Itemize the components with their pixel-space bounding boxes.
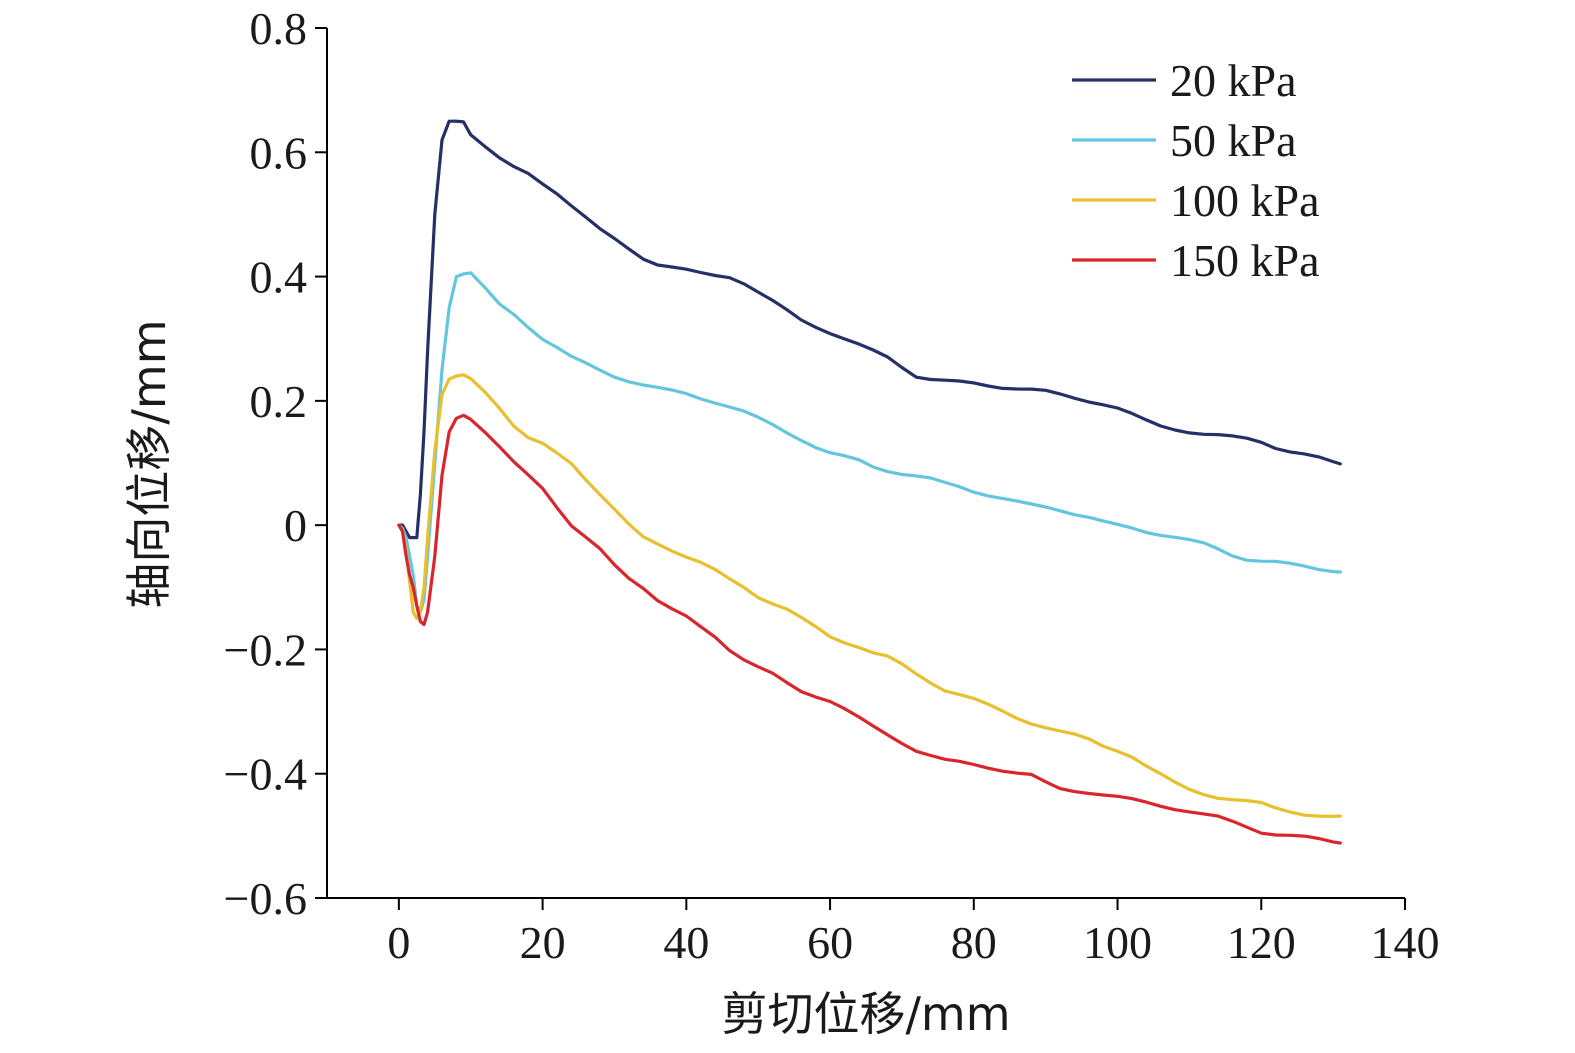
legend-label: 150 kPa (1170, 235, 1320, 286)
y-tick-label: −0.6 (224, 873, 307, 924)
series-line-4 (397, 413, 1342, 845)
y-tick-label: −0.2 (224, 624, 307, 675)
x-tick-label: 100 (1083, 917, 1152, 968)
x-tick-label: 20 (520, 917, 566, 968)
y-tick-label: 0.2 (250, 376, 308, 427)
series-group (397, 119, 1342, 845)
series-line-2 (397, 271, 1342, 614)
series-line-1 (397, 119, 1342, 540)
legend-label: 20 kPa (1170, 55, 1297, 106)
y-tick-label: 0.4 (250, 252, 308, 303)
legend-label: 50 kPa (1170, 115, 1297, 166)
legend: 20 kPa 50 kPa 100 kPa 150 kPa (1072, 55, 1320, 286)
x-tick-label: 0 (387, 917, 410, 968)
x-tick-label: 80 (951, 917, 997, 968)
x-tick-label: 120 (1227, 917, 1296, 968)
x-tick-label: 40 (663, 917, 709, 968)
legend-label: 100 kPa (1170, 175, 1320, 226)
x-tick-label: 60 (807, 917, 853, 968)
y-ticks: 0.8 0.6 0.4 0.2 0 −0.2 −0.4 −0.6 (224, 3, 327, 924)
y-axis-title: 轴向位移/mm (122, 319, 176, 608)
axes (326, 28, 1405, 899)
x-axis-title: 剪切位移/mm (721, 987, 1010, 1041)
y-tick-label: 0.6 (250, 127, 308, 178)
y-tick-label: 0.8 (250, 3, 308, 54)
x-ticks: 0 20 40 60 80 100 120 140 (387, 898, 1440, 968)
x-tick-label: 140 (1371, 917, 1440, 968)
series-line-3 (397, 373, 1342, 818)
y-tick-label: −0.4 (224, 749, 307, 800)
y-tick-label: 0 (284, 500, 307, 551)
